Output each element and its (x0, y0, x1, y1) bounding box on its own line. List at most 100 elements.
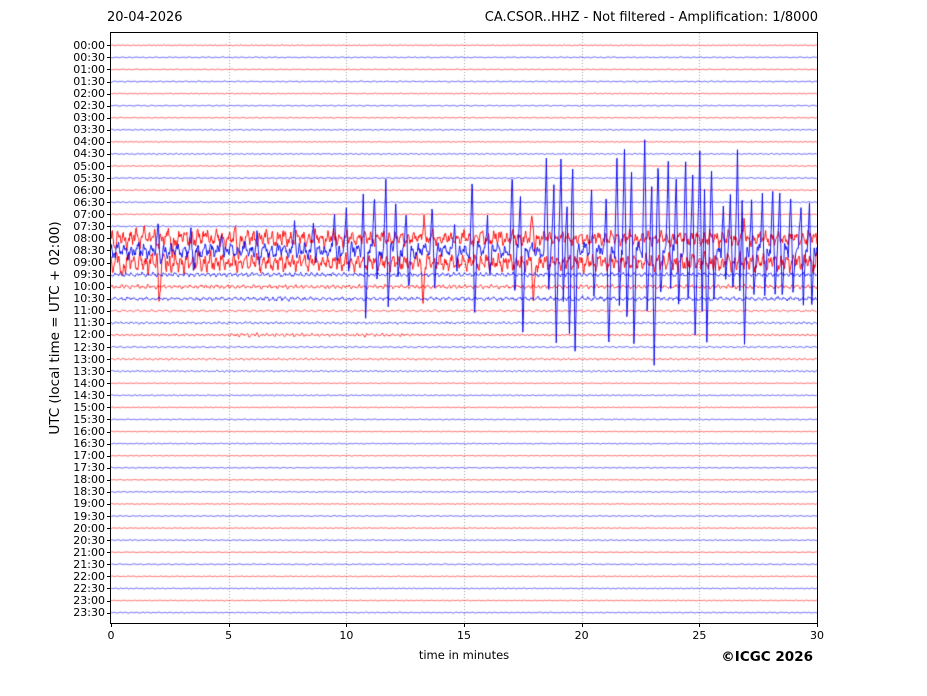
y-tick-mark (107, 588, 111, 589)
y-tick-mark (107, 323, 111, 324)
y-tick-mark (107, 395, 111, 396)
y-tick-label: 11:30 (73, 316, 105, 330)
y-tick-mark (107, 238, 111, 239)
y-tick-mark (107, 166, 111, 167)
y-tick-label: 22:30 (73, 581, 105, 595)
y-tick-label: 14:00 (73, 376, 105, 390)
x-tick-label: 15 (457, 629, 471, 642)
y-tick-mark (107, 275, 111, 276)
y-tick-label: 04:30 (73, 147, 105, 161)
x-tick-label: 10 (339, 629, 354, 642)
y-tick-label: 20:30 (73, 533, 105, 547)
y-tick-label: 08:30 (73, 243, 105, 257)
y-tick-mark (107, 178, 111, 179)
x-tick-mark (582, 623, 583, 627)
y-tick-mark (107, 504, 111, 505)
y-tick-mark (107, 492, 111, 493)
y-tick-mark (107, 601, 111, 602)
y-tick-label: 01:30 (73, 75, 105, 88)
y-tick-label: 17:30 (73, 461, 105, 475)
y-tick-mark (107, 69, 111, 70)
y-tick-label: 21:00 (73, 545, 105, 559)
y-tick-mark (107, 540, 111, 541)
y-tick-mark (107, 130, 111, 131)
date-title: 20-04-2026 (107, 10, 183, 25)
x-tick-mark (346, 623, 347, 627)
y-tick-label: 14:30 (73, 388, 105, 402)
y-tick-mark (107, 311, 111, 312)
y-tick-label: 04:00 (73, 135, 105, 149)
y-tick-mark (107, 335, 111, 336)
y-tick-mark (107, 432, 111, 433)
y-tick-mark (107, 347, 111, 348)
x-tick-label: 5 (225, 629, 233, 642)
y-tick-mark (107, 564, 111, 565)
x-tick-label: 0 (107, 629, 115, 642)
y-tick-mark (107, 383, 111, 384)
y-tick-mark (107, 94, 111, 95)
y-tick-mark (107, 82, 111, 83)
y-tick-label: 05:30 (73, 171, 105, 185)
y-tick-label: 07:00 (73, 207, 105, 221)
y-tick-label: 23:00 (73, 594, 105, 608)
x-tick-mark (699, 623, 700, 627)
y-tick-label: 10:00 (73, 280, 105, 294)
y-tick-mark (107, 142, 111, 143)
station-title: CA.CSOR..HHZ - Not filtered - Amplificat… (484, 10, 818, 25)
y-tick-label: 11:00 (73, 304, 105, 318)
y-tick-label: 18:00 (73, 473, 105, 487)
y-tick-label: 01:00 (73, 62, 105, 76)
y-tick-label: 23:30 (73, 606, 105, 620)
y-tick-mark (107, 250, 111, 251)
y-tick-label: 10:30 (73, 292, 105, 306)
y-tick-label: 19:30 (73, 509, 105, 523)
y-tick-label: 16:00 (73, 425, 105, 439)
y-tick-label: 12:30 (73, 340, 105, 354)
y-tick-label: 21:30 (73, 557, 105, 571)
y-tick-label: 12:00 (73, 328, 105, 342)
y-tick-mark (107, 456, 111, 457)
y-tick-mark (107, 190, 111, 191)
y-tick-label: 09:00 (73, 256, 105, 270)
x-tick-label: 20 (574, 629, 589, 642)
helicorder-canvas (111, 33, 817, 623)
y-tick-label: 06:00 (73, 183, 105, 197)
y-tick-label: 06:30 (73, 195, 105, 209)
y-tick-label: 13:00 (73, 352, 105, 366)
x-axis-label: time in minutes (418, 648, 510, 662)
y-tick-mark (107, 299, 111, 300)
x-tick-label: 30 (810, 629, 824, 642)
y-tick-mark (107, 528, 111, 529)
y-tick-label: 19:00 (73, 497, 105, 511)
y-tick-label: 00:00 (73, 38, 105, 52)
y-tick-mark (107, 371, 111, 372)
y-tick-mark (107, 287, 111, 288)
y-tick-mark (107, 359, 111, 360)
y-tick-mark (107, 419, 111, 420)
y-tick-mark (107, 516, 111, 517)
y-tick-label: 07:30 (73, 219, 105, 233)
y-tick-label: 02:00 (73, 87, 105, 101)
y-tick-mark (107, 407, 111, 408)
y-tick-mark (107, 57, 111, 58)
y-tick-mark (107, 202, 111, 203)
x-tick-mark (464, 623, 465, 627)
x-tick-mark (817, 623, 818, 627)
copyright-text: ©ICGC 2026 (721, 649, 813, 665)
y-tick-label: 05:00 (73, 159, 105, 173)
y-tick-label: 03:30 (73, 123, 105, 137)
y-tick-mark (107, 154, 111, 155)
y-tick-mark (107, 263, 111, 264)
y-tick-label: 09:30 (73, 268, 105, 282)
y-tick-mark (107, 552, 111, 553)
y-tick-label: 15:00 (73, 400, 105, 414)
x-tick-mark (111, 623, 112, 627)
y-tick-label: 08:00 (73, 231, 105, 245)
y-tick-mark (107, 444, 111, 445)
y-tick-mark (107, 214, 111, 215)
y-tick-mark (107, 613, 111, 614)
y-tick-label: 22:00 (73, 569, 105, 583)
y-tick-mark (107, 576, 111, 577)
y-tick-mark (107, 106, 111, 107)
